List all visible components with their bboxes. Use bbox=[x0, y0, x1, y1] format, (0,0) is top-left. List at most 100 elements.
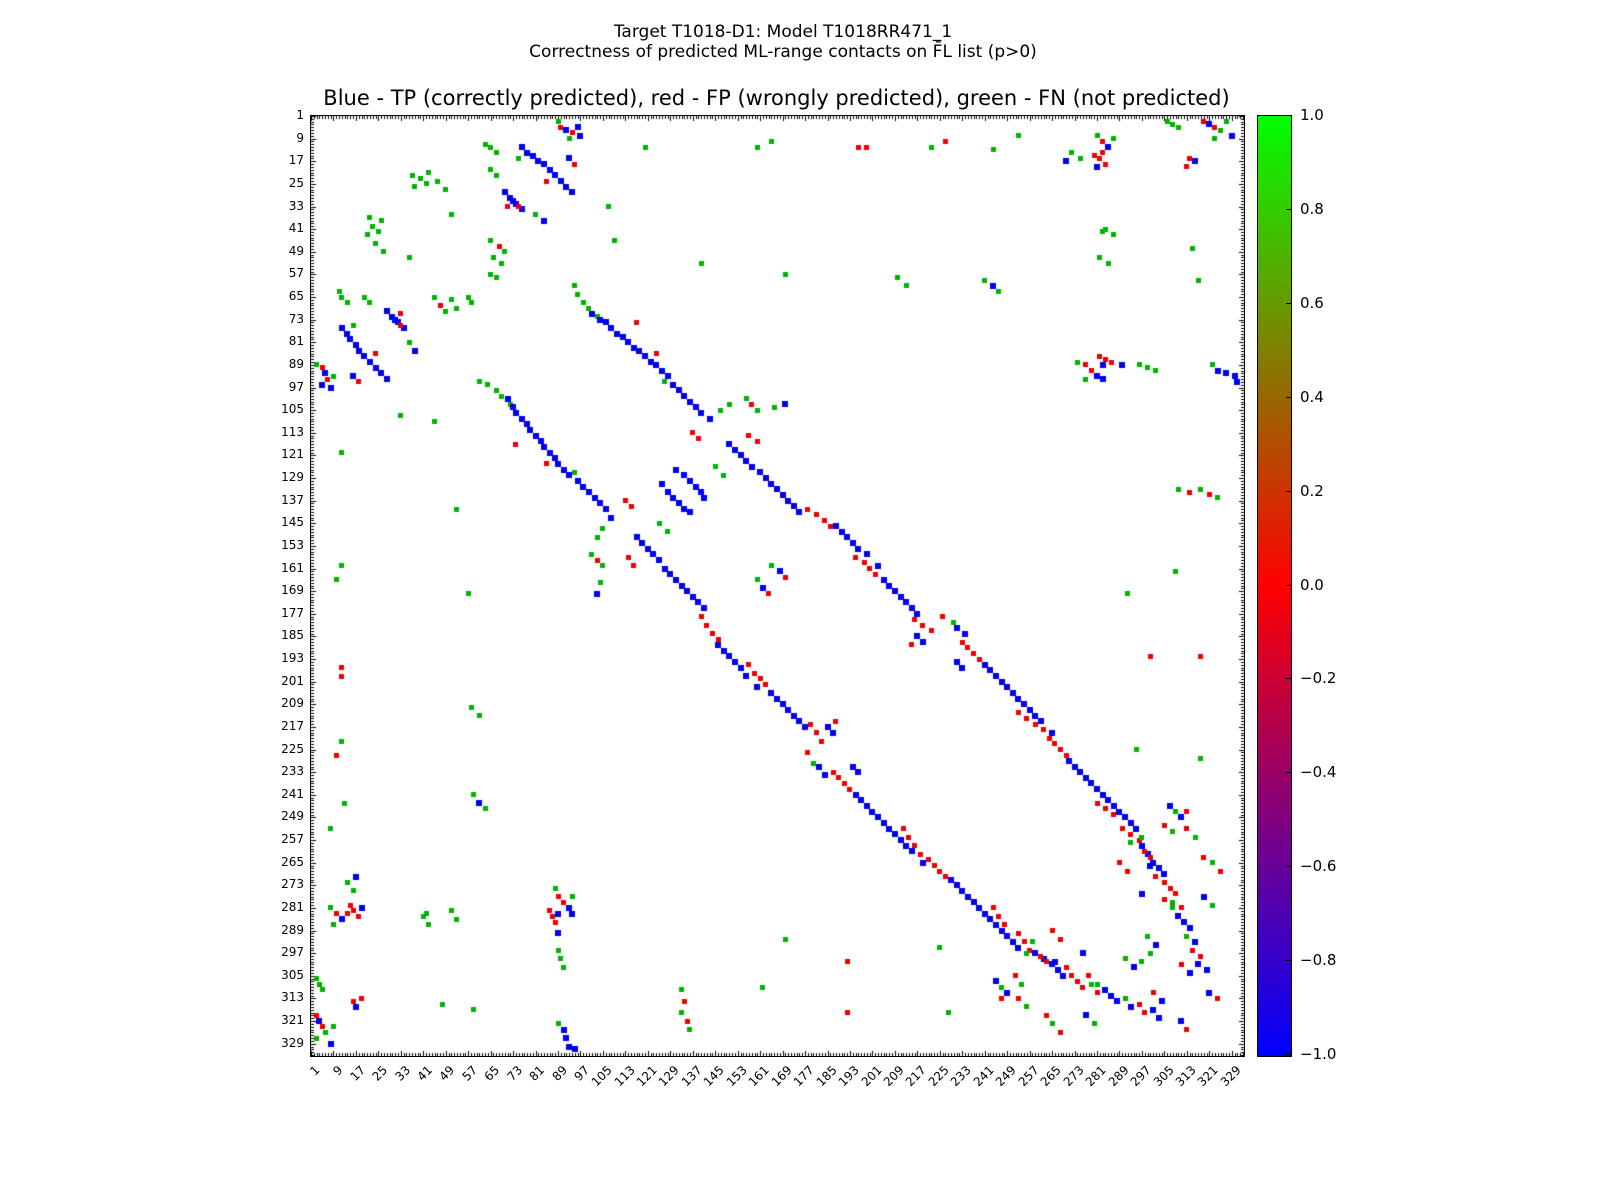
x-tick-label: 217 bbox=[903, 1063, 930, 1090]
x-tick-label: 265 bbox=[1037, 1063, 1065, 1090]
x-tick-label: 201 bbox=[858, 1063, 885, 1090]
y-tick-label: 113 bbox=[281, 424, 304, 439]
y-tick-label: 329 bbox=[281, 1035, 304, 1050]
x-tick-label: 273 bbox=[1060, 1063, 1087, 1090]
x-tick-label: 145 bbox=[701, 1063, 728, 1090]
y-tick-label: 17 bbox=[288, 153, 304, 168]
y-tick-label: 249 bbox=[281, 809, 304, 824]
y-tick-label: 289 bbox=[281, 922, 304, 937]
x-tick-label: 25 bbox=[369, 1063, 391, 1084]
y-tick-label: 177 bbox=[281, 605, 304, 620]
y-tick-label: 57 bbox=[288, 266, 304, 281]
figure-title-line2: Correctness of predicted ML-range contac… bbox=[529, 42, 1037, 62]
x-tick-label: 81 bbox=[526, 1063, 548, 1084]
contact-map-canvas bbox=[310, 115, 1245, 1057]
y-tick-label: 257 bbox=[281, 832, 304, 847]
x-tick-label: 57 bbox=[459, 1063, 481, 1084]
y-tick-label: 185 bbox=[281, 628, 304, 643]
colorbar-tick-label: 0.8 bbox=[1300, 200, 1324, 218]
colorbar-tick-mark bbox=[1286, 115, 1291, 116]
colorbar-tick-mark bbox=[1286, 772, 1291, 773]
x-tick-label: 161 bbox=[745, 1063, 773, 1090]
y-tick-label: 201 bbox=[281, 673, 304, 688]
x-tick-label: 113 bbox=[611, 1063, 638, 1090]
colorbar-tick-label: −0.6 bbox=[1300, 857, 1337, 875]
axes-title-legend: Blue - TP (correctly predicted), red - F… bbox=[323, 86, 1230, 110]
y-tick-label: 33 bbox=[288, 198, 304, 213]
figure-title-line1: Target T1018-D1: Model T1018RR471_1 bbox=[613, 22, 953, 42]
colorbar-tick-mark bbox=[1286, 303, 1291, 304]
y-tick-label: 137 bbox=[281, 492, 304, 507]
y-tick-label: 305 bbox=[281, 967, 304, 982]
colorbar-tick-mark bbox=[1286, 491, 1291, 492]
x-tick-label: 289 bbox=[1105, 1063, 1132, 1090]
colorbar-tick-label: 1.0 bbox=[1300, 106, 1324, 124]
colorbar-tick-label: 0.2 bbox=[1300, 482, 1324, 500]
colorbar-tick-mark bbox=[1286, 585, 1291, 586]
y-tick-label: 217 bbox=[281, 718, 304, 733]
colorbar-tick-label: 0.4 bbox=[1300, 388, 1324, 406]
x-tick-label: 153 bbox=[723, 1063, 750, 1090]
x-tick-label: 329 bbox=[1217, 1063, 1244, 1090]
x-tick-label: 233 bbox=[948, 1063, 975, 1090]
y-tick-label: 313 bbox=[281, 990, 304, 1005]
y-tick-label: 9 bbox=[296, 130, 304, 145]
colorbar-tick-mark bbox=[1286, 1054, 1291, 1055]
x-tick-label: 65 bbox=[481, 1063, 503, 1084]
x-tick-label: 313 bbox=[1172, 1063, 1199, 1090]
y-tick-label: 121 bbox=[281, 447, 304, 462]
colorbar-tick-label: −0.4 bbox=[1300, 763, 1337, 781]
colorbar-tick-label: −1.0 bbox=[1300, 1045, 1337, 1063]
x-tick-label: 185 bbox=[813, 1063, 840, 1090]
x-tick-label: 9 bbox=[330, 1063, 346, 1079]
y-tick-label: 321 bbox=[281, 1013, 304, 1028]
x-tick-label: 321 bbox=[1195, 1063, 1222, 1090]
x-tick-label: 41 bbox=[414, 1063, 436, 1084]
y-tick-label: 81 bbox=[288, 334, 304, 349]
y-tick-label: 89 bbox=[288, 356, 304, 371]
x-tick-label: 169 bbox=[768, 1063, 795, 1090]
colorbar-tick-label: 0.6 bbox=[1300, 294, 1324, 312]
y-tick-label: 41 bbox=[288, 221, 304, 236]
x-tick-label: 105 bbox=[588, 1063, 615, 1090]
x-tick-label: 209 bbox=[880, 1063, 907, 1090]
colorbar-tick-mark bbox=[1286, 678, 1291, 679]
x-tick-label: 193 bbox=[835, 1063, 862, 1090]
x-tick-label: 1 bbox=[307, 1063, 323, 1079]
colorbar-tick-label: 0.0 bbox=[1300, 576, 1324, 594]
y-tick-label: 241 bbox=[281, 786, 304, 801]
x-tick-label: 17 bbox=[347, 1063, 368, 1084]
y-tick-label: 265 bbox=[281, 854, 304, 869]
y-tick-label: 169 bbox=[281, 583, 304, 598]
y-tick-label: 193 bbox=[281, 651, 304, 666]
y-tick-label: 97 bbox=[288, 379, 304, 394]
x-tick-label: 225 bbox=[925, 1063, 952, 1090]
x-tick-label: 137 bbox=[678, 1063, 705, 1090]
x-tick-label: 121 bbox=[633, 1063, 660, 1090]
x-tick-label: 33 bbox=[392, 1063, 413, 1084]
y-tick-label: 233 bbox=[281, 764, 304, 779]
y-tick-label: 1 bbox=[296, 108, 304, 122]
y-tick-label: 153 bbox=[281, 537, 304, 552]
x-tick-label: 89 bbox=[549, 1063, 570, 1084]
x-tick-label: 49 bbox=[436, 1063, 458, 1084]
x-tick-label: 297 bbox=[1127, 1063, 1154, 1090]
x-tick-label: 305 bbox=[1150, 1063, 1177, 1090]
y-tick-label: 129 bbox=[281, 470, 304, 485]
x-tick-label: 177 bbox=[790, 1063, 817, 1090]
colorbar-tick-mark bbox=[1286, 209, 1291, 210]
x-tick-label: 241 bbox=[970, 1063, 997, 1090]
x-tick-label: 73 bbox=[504, 1063, 526, 1084]
y-tick-label: 161 bbox=[281, 560, 304, 575]
colorbar-tick-label: −0.2 bbox=[1300, 669, 1337, 687]
colorbar-tick-label: −0.8 bbox=[1300, 951, 1337, 969]
y-tick-label: 281 bbox=[281, 899, 304, 914]
y-tick-label: 297 bbox=[281, 945, 304, 960]
y-tick-label: 225 bbox=[281, 741, 304, 756]
y-tick-label: 65 bbox=[288, 289, 304, 303]
y-tick-label: 49 bbox=[288, 243, 304, 258]
x-tick-label: 249 bbox=[993, 1063, 1020, 1090]
x-tick-label: 257 bbox=[1015, 1063, 1042, 1090]
x-tick-label: 281 bbox=[1082, 1063, 1109, 1090]
